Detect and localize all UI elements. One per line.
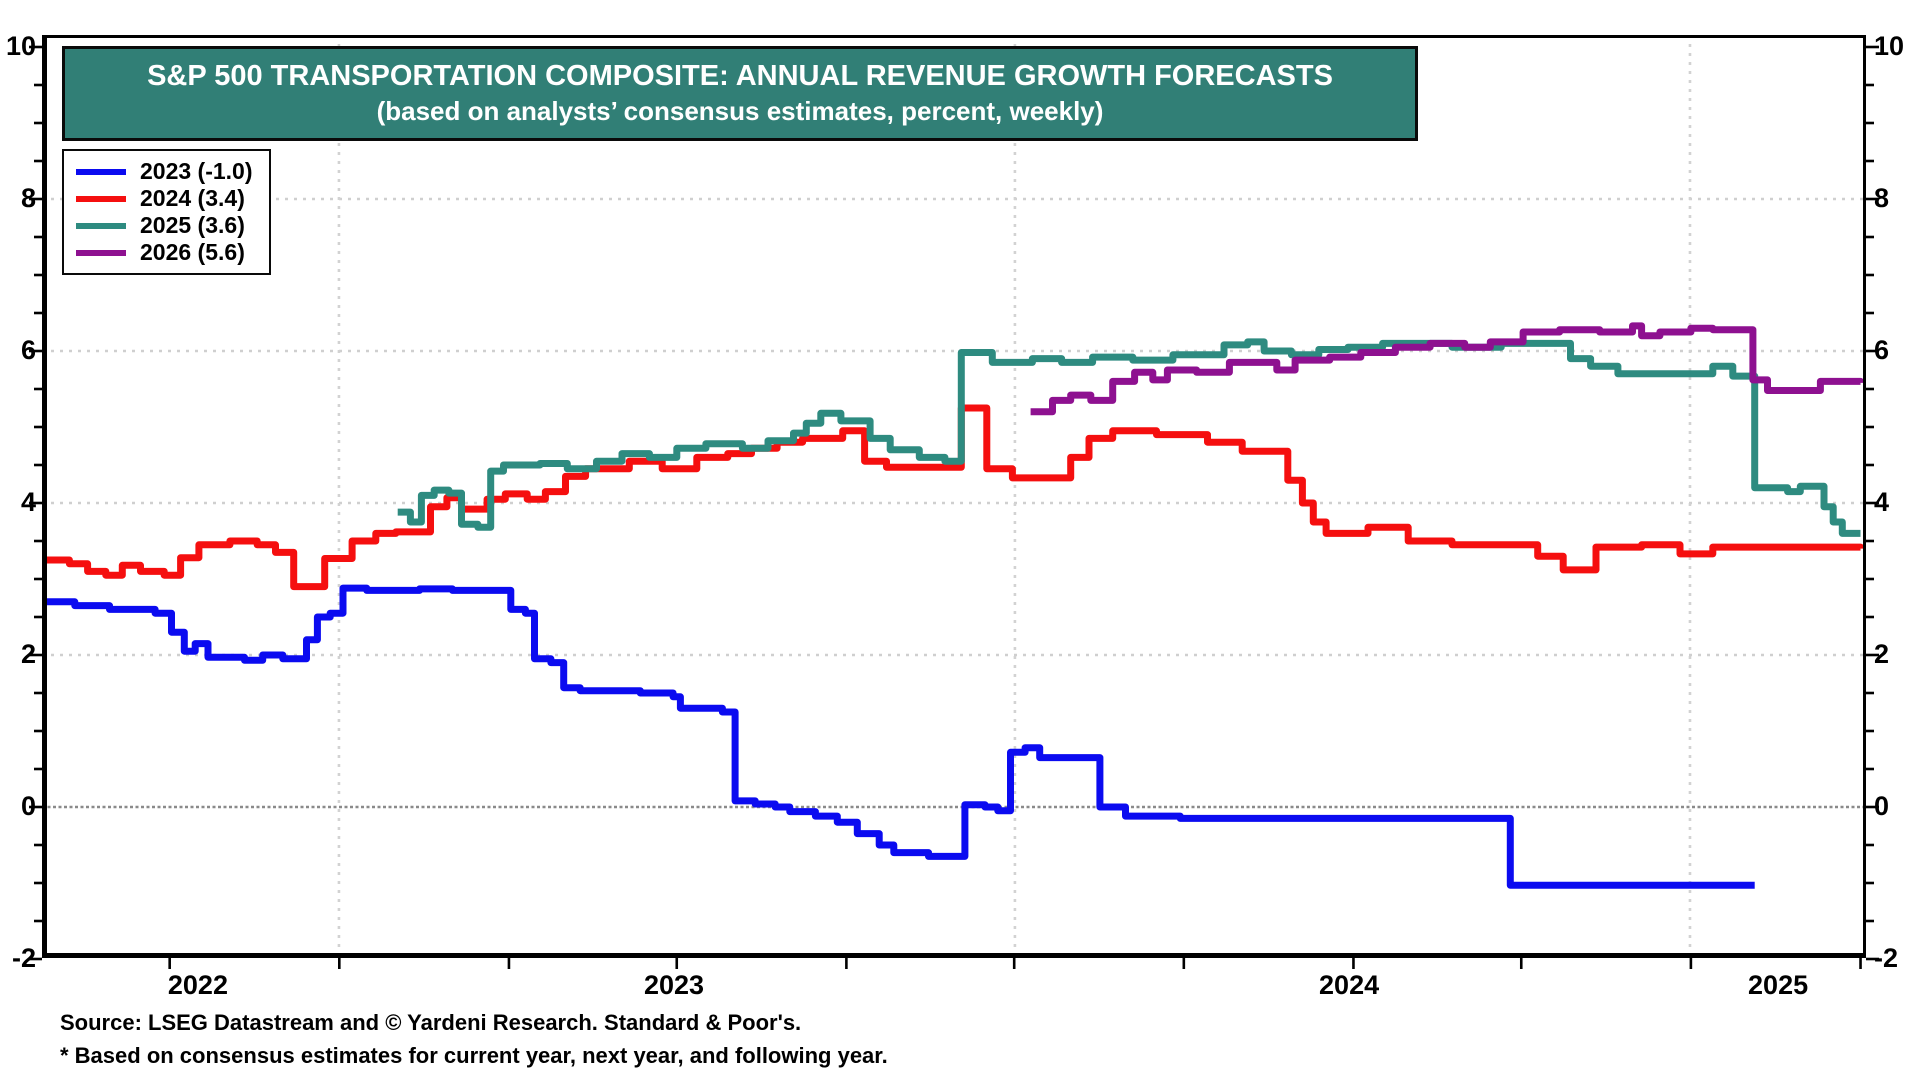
y-axis-label-left: 0	[20, 791, 36, 821]
y-axis-label-right: 2	[1874, 639, 1890, 669]
y-axis-label-right: -2	[1874, 943, 1899, 973]
legend-item: 2026 (5.6)	[76, 239, 253, 266]
chart-title: S&P 500 TRANSPORTATION COMPOSITE: ANNUAL…	[147, 60, 1333, 92]
legend-swatch	[76, 195, 126, 202]
plot-area	[29, 35, 1879, 969]
legend-swatch	[76, 249, 126, 256]
y-axis-label-left: 2	[20, 639, 36, 669]
y-axis-label-right: 8	[1874, 183, 1890, 213]
methodology-note: * Based on consensus estimates for curre…	[60, 1043, 888, 1068]
y-axis-label-left: 4	[20, 487, 36, 517]
legend: 2023 (-1.0) 2024 (3.4) 2025 (3.6) 2026 (5.6…	[62, 149, 271, 275]
chart-canvas	[29, 35, 1879, 969]
legend-swatch	[76, 222, 126, 229]
y-axis-label-left: 8	[20, 183, 36, 213]
legend-label: 2024 (3.4)	[140, 185, 245, 211]
x-axis-label-2023: 2023	[643, 970, 705, 1000]
x-axis-label-2025: 2025	[1748, 970, 1809, 1000]
plot-frame	[42, 35, 1866, 958]
series-line-2025	[397, 338, 1861, 537]
x-axis-label-2022: 2022	[167, 970, 228, 1000]
footer: Source: LSEG Datastream and © Yardeni Re…	[60, 1006, 888, 1072]
chart-subtitle: (based on analysts’ consensus estimates,…	[376, 96, 1104, 126]
legend-item: 2024 (3.4)	[76, 185, 253, 212]
y-axis-label-right: 10	[1874, 31, 1905, 61]
legend-label: 2026 (5.6)	[140, 239, 245, 265]
legend-label: 2023 (-1.0)	[140, 158, 253, 184]
series-line-2023	[42, 584, 1755, 889]
y-axis-label-right: 0	[1874, 791, 1890, 821]
legend-swatch	[76, 168, 126, 175]
series-line-2026	[1030, 322, 1864, 416]
y-axis-label-right: 4	[1874, 487, 1890, 517]
y-axis-label-left: 6	[20, 335, 36, 365]
y-axis-label-left: -2	[11, 943, 36, 973]
legend-item: 2023 (-1.0)	[76, 158, 253, 185]
y-axis-label-left: 10	[5, 31, 36, 61]
chart-title-box: S&P 500 TRANSPORTATION COMPOSITE: ANNUAL…	[62, 46, 1418, 141]
x-axis-label-2024: 2024	[1319, 970, 1380, 1000]
series-line-2024	[42, 404, 1864, 591]
source-note: Source: LSEG Datastream and © Yardeni Re…	[60, 1010, 802, 1035]
y-axis-label-right: 6	[1874, 335, 1890, 365]
legend-item: 2025 (3.6)	[76, 212, 253, 239]
legend-label: 2025 (3.6)	[140, 212, 245, 238]
